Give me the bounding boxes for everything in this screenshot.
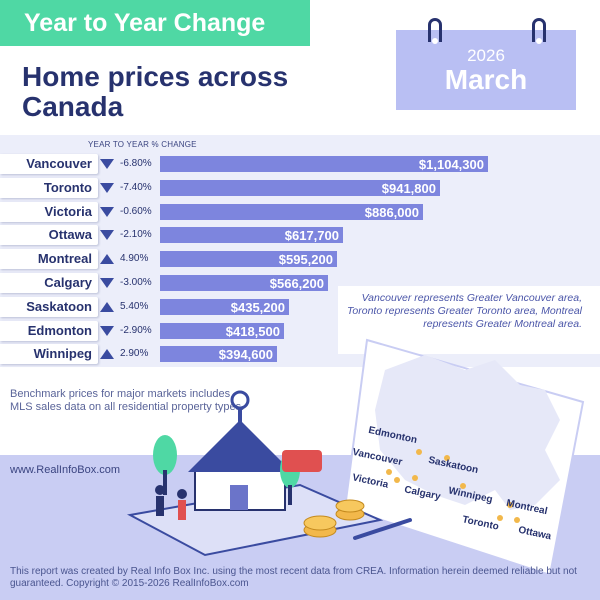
price-bar: $435,200 bbox=[160, 298, 289, 315]
map-city-dots bbox=[386, 449, 520, 523]
arrow-up-icon bbox=[100, 254, 114, 265]
note-box bbox=[338, 286, 600, 354]
city-label: Vancouver bbox=[0, 154, 98, 174]
city-label: Edmonton bbox=[0, 320, 98, 341]
city-label: Toronto bbox=[0, 177, 98, 198]
price-bar: $1,104,300 bbox=[160, 156, 488, 172]
arrow-up-icon bbox=[100, 301, 114, 312]
price-bar: $617,700 bbox=[160, 227, 343, 244]
house-illustration bbox=[126, 390, 412, 557]
sofa-icon bbox=[282, 450, 322, 472]
price-bar: $595,200 bbox=[160, 251, 337, 268]
city-name: Ottawa bbox=[48, 227, 92, 243]
city-label: Ottawa bbox=[0, 225, 98, 246]
door-shape bbox=[230, 485, 248, 510]
arrow-down-icon bbox=[100, 325, 114, 336]
tree-icon bbox=[153, 435, 177, 475]
arrow-down-icon bbox=[100, 159, 114, 169]
city-label: Victoria bbox=[0, 201, 98, 222]
calendar-card bbox=[396, 30, 576, 110]
website-link[interactable]: www.RealInfoBox.com bbox=[10, 464, 121, 476]
title-badge: Year to Year Change bbox=[0, 0, 310, 46]
price-label: $435,200 bbox=[230, 299, 285, 315]
roof-shape bbox=[188, 420, 292, 472]
calendar-ring-icon bbox=[428, 18, 442, 44]
coin-stack-icon bbox=[303, 499, 365, 538]
calendar-ring-icon bbox=[532, 18, 546, 44]
city-name: Vancouver bbox=[26, 156, 92, 171]
pen-icon bbox=[353, 518, 412, 540]
pct-change-label: -2.90% bbox=[120, 324, 152, 336]
price-label: $941,800 bbox=[381, 180, 436, 196]
pct-change-label: -2.10% bbox=[120, 229, 152, 241]
pct-change-label: 4.90% bbox=[120, 253, 149, 265]
arrow-down-icon bbox=[100, 278, 114, 288]
price-label: $394,600 bbox=[218, 347, 273, 363]
city-name: Winnipeg bbox=[33, 346, 92, 362]
arrow-down-icon bbox=[100, 230, 114, 241]
city-label: Winnipeg bbox=[0, 344, 98, 365]
arrow-up-icon bbox=[100, 349, 114, 360]
arrow-down-icon bbox=[100, 206, 114, 217]
city-label: Saskatoon bbox=[0, 296, 98, 317]
price-bar: $566,200 bbox=[160, 275, 328, 291]
person-icon bbox=[177, 489, 187, 499]
key-icon bbox=[230, 390, 250, 410]
price-bar: $886,000 bbox=[160, 203, 423, 220]
price-label: $595,200 bbox=[278, 252, 333, 268]
pct-change-label: -3.00% bbox=[120, 277, 152, 288]
city-label: Montreal bbox=[0, 249, 98, 270]
city-name: Calgary bbox=[44, 275, 92, 290]
price-label: $1,104,300 bbox=[418, 157, 484, 172]
price-bar: $418,500 bbox=[160, 322, 284, 339]
city-name: Victoria bbox=[44, 203, 92, 219]
pct-change-label: -0.60% bbox=[120, 205, 152, 217]
price-label: $418,500 bbox=[225, 323, 280, 339]
pct-change-label: 2.90% bbox=[120, 348, 149, 360]
pct-change-label: -6.80% bbox=[120, 158, 152, 169]
pct-change-label: -7.40% bbox=[120, 181, 152, 193]
price-label: $617,700 bbox=[284, 228, 339, 244]
person-icon bbox=[155, 485, 165, 495]
city-label: Calgary bbox=[0, 273, 98, 293]
note-text: Vancouver represents Greater Vancouver a… bbox=[346, 292, 582, 330]
city-name: Toronto bbox=[43, 179, 92, 195]
benchmark-text: Benchmark prices for major markets inclu… bbox=[10, 388, 245, 413]
city-name: Edmonton bbox=[27, 322, 92, 338]
price-label: $566,200 bbox=[269, 276, 324, 291]
pct-change-label: 5.40% bbox=[120, 300, 149, 312]
calendar-month: March bbox=[444, 64, 528, 95]
price-label: $886,000 bbox=[364, 204, 419, 220]
arrow-down-icon bbox=[100, 182, 114, 193]
calendar-year: 2026 bbox=[467, 46, 505, 65]
canada-map-shape bbox=[375, 355, 560, 510]
price-bar: $941,800 bbox=[160, 179, 440, 196]
city-name: Saskatoon bbox=[26, 298, 92, 314]
price-bar: $394,600 bbox=[160, 346, 277, 363]
footer-text: This report was created by Real Info Box… bbox=[10, 566, 577, 589]
canada-map-illustration bbox=[345, 338, 585, 575]
axis-caption: YEAR TO YEAR % CHANGE bbox=[88, 140, 197, 149]
city-name: Montreal bbox=[37, 251, 92, 267]
page-title: Home prices across Canada bbox=[22, 61, 289, 122]
